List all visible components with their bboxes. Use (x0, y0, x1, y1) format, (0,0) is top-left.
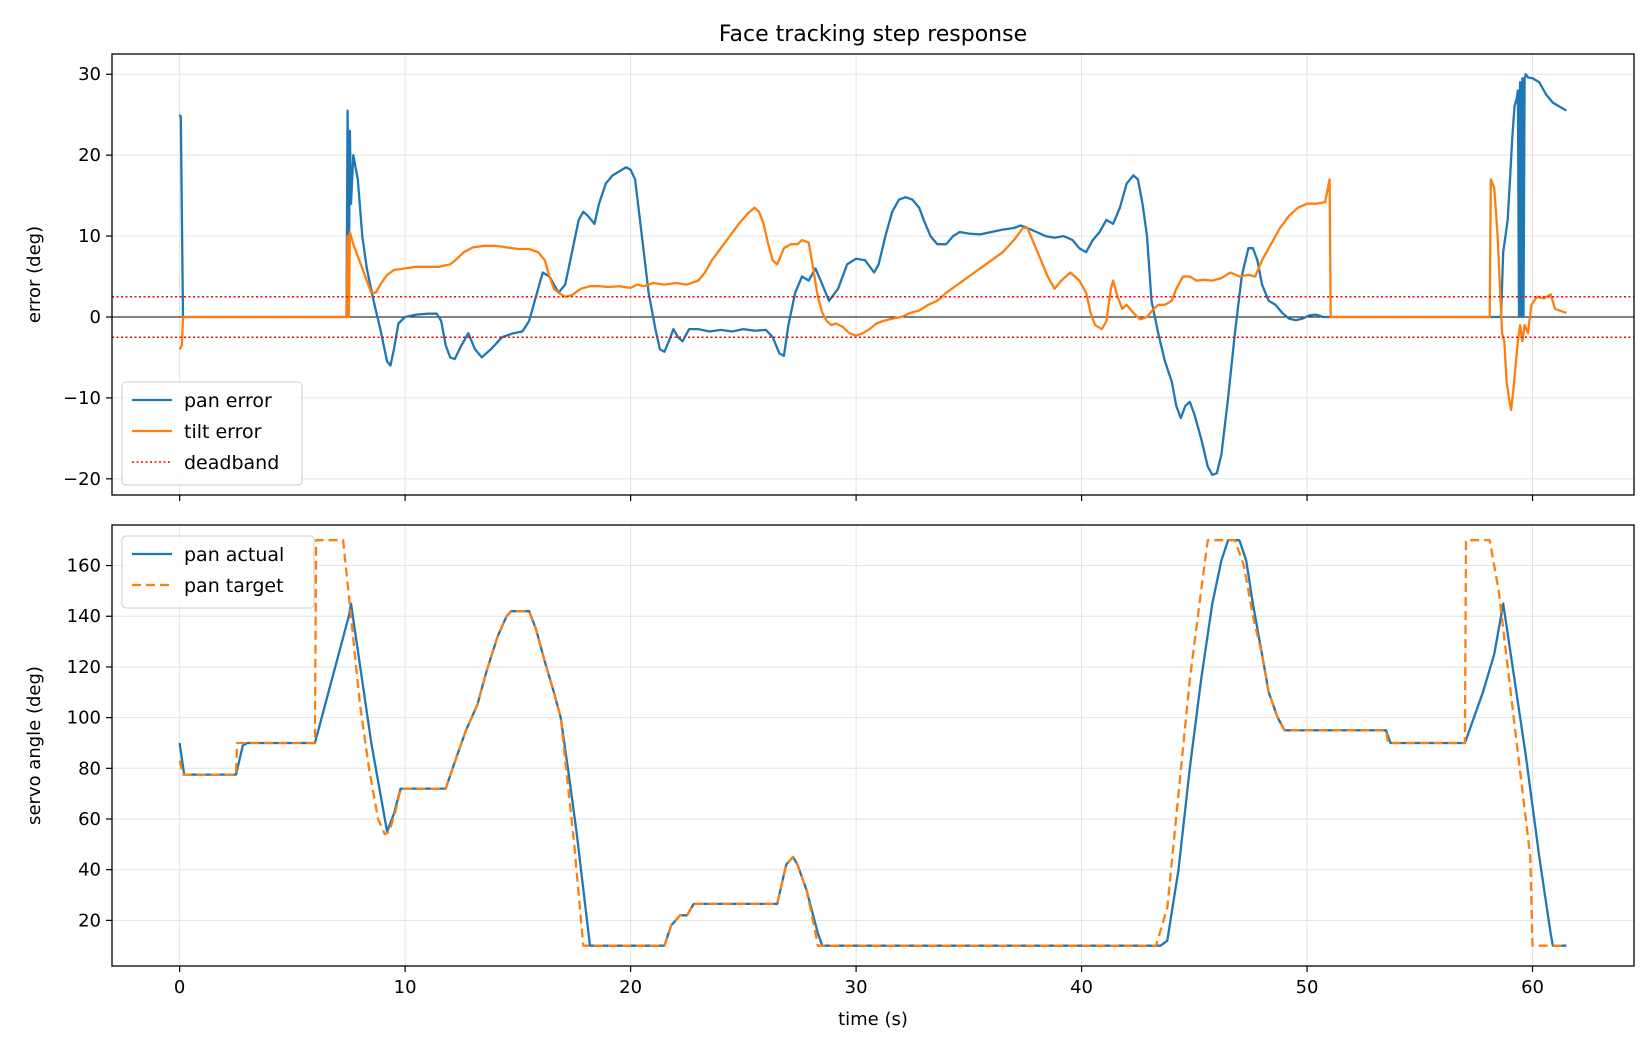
series-pan-target-line (178, 539, 1567, 947)
error-y-ticks: −20 −10 0 10 20 30 (63, 64, 112, 490)
y-tick-label: −20 (63, 469, 101, 490)
y-tick-label: 20 (78, 145, 101, 166)
x-tick-label: 60 (1521, 977, 1544, 998)
error-plot-frame (111, 53, 1635, 496)
y-tick-label: 0 (90, 307, 101, 328)
y-tick-label: 60 (78, 809, 101, 830)
y-tick-label: 140 (67, 606, 101, 627)
y-tick-label: 100 (67, 708, 101, 729)
y-tick-label: 40 (78, 860, 101, 881)
x-tick-label: 30 (845, 977, 868, 998)
series-tilt-error-line (178, 178, 1567, 412)
chart-title: Face tracking step response (719, 22, 1027, 47)
x-axis-label: time (s) (838, 1009, 908, 1030)
servo-legend: pan actual pan target (121, 535, 315, 609)
x-tick-label: 50 (1296, 977, 1319, 998)
series-pan-error-line (178, 73, 1567, 476)
servo-plot-frame (111, 524, 1635, 967)
error-y-axis-label: error (deg) (24, 226, 45, 323)
legend-label-deadband: deadband (184, 452, 279, 474)
y-tick-label: 80 (78, 758, 101, 779)
y-tick-label: 10 (78, 226, 101, 247)
error-series-group (112, 73, 1634, 476)
legend-box (121, 381, 303, 486)
x-tick-label: 20 (619, 977, 642, 998)
error-x-ticks (179, 495, 1534, 501)
x-tick-label: 40 (1070, 977, 1093, 998)
y-tick-label: 30 (78, 64, 101, 85)
y-tick-label: 20 (78, 910, 101, 931)
servo-x-ticks: 0 10 20 30 40 50 60 (174, 966, 1544, 998)
x-tick-label: 10 (394, 977, 417, 998)
error-subplot: −20 −10 0 10 20 30 error (deg) pan error tilt … (24, 53, 1635, 501)
y-tick-label: −10 (63, 388, 101, 409)
servo-subplot: 0 10 20 30 40 50 60 20 40 60 80 100 120 140 160 servo… (24, 524, 1635, 1030)
y-tick-label: 160 (67, 556, 101, 577)
legend-label-pan-error: pan error (184, 390, 272, 412)
servo-series-group (178, 539, 1567, 947)
legend-label-pan-target: pan target (184, 575, 284, 597)
servo-y-ticks: 20 40 60 80 100 120 140 160 (67, 556, 112, 931)
legend-label-pan-actual: pan actual (184, 544, 284, 566)
legend-label-tilt-error: tilt error (184, 421, 262, 443)
error-legend: pan error tilt error deadband (121, 381, 303, 486)
x-tick-label: 0 (174, 977, 185, 998)
series-pan-actual-line (178, 539, 1567, 947)
y-tick-label: 120 (67, 657, 101, 678)
servo-y-axis-label: servo angle (deg) (24, 666, 45, 825)
